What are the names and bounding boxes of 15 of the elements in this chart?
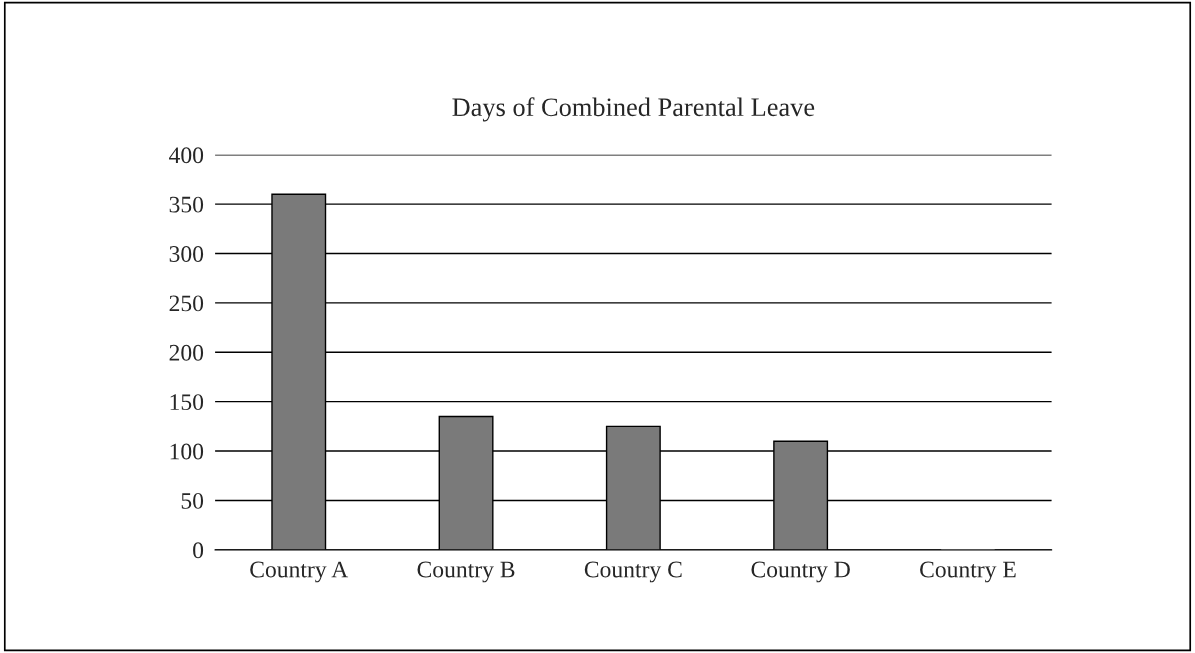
chart-title: Days of Combined Parental Leave xyxy=(452,97,815,122)
x-tick-label: Country B xyxy=(417,561,515,583)
y-tick-label: 350 xyxy=(169,196,204,213)
x-tick-label: Country C xyxy=(584,561,682,583)
y-tick-label: 100 xyxy=(170,443,204,460)
x-tick-label: Country A xyxy=(250,561,349,583)
y-tick-label: 50 xyxy=(181,492,204,509)
y-tick-label: 250 xyxy=(169,295,204,312)
x-tick-label: Country D xyxy=(751,561,850,583)
y-tick-label: 150 xyxy=(170,394,204,411)
y-tick-label: 0 xyxy=(193,542,204,559)
y-tick-label: 300 xyxy=(169,246,204,262)
y-tick-label: 400 xyxy=(169,147,204,164)
y-tick-label: 200 xyxy=(169,344,204,361)
x-tick-label: Country E xyxy=(920,561,1016,583)
